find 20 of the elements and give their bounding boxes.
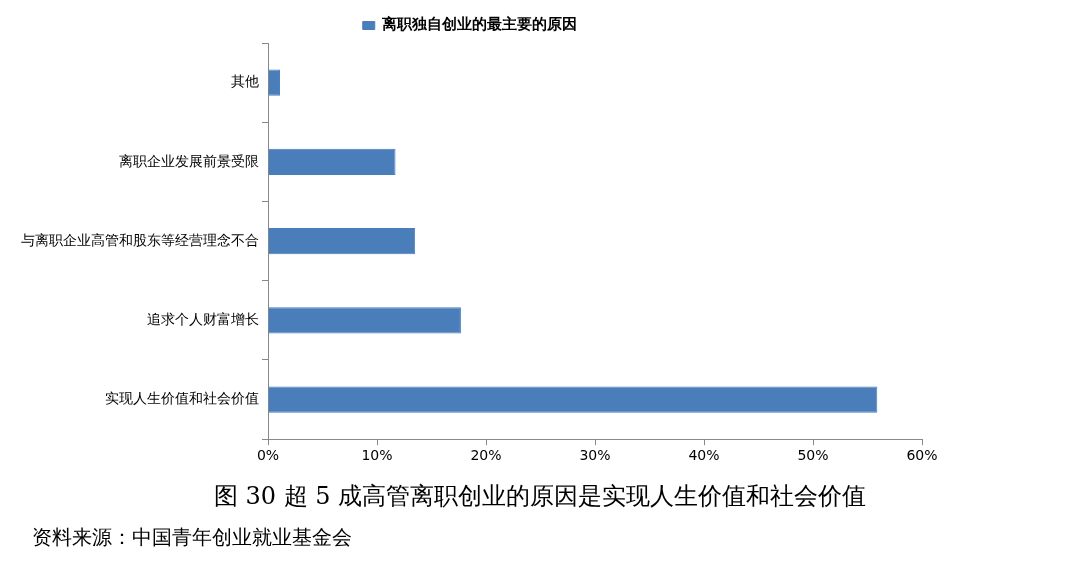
y-tick-label: 离职企业发展前景受限 bbox=[119, 152, 259, 169]
legend-label: 离职独自创业的最主要的原因 bbox=[381, 15, 578, 34]
text: 图 30 超 5 成高管离职创业的原因是实现人生价值和社会价值 bbox=[212, 481, 868, 512]
x-tick-label: 20% bbox=[470, 447, 502, 464]
text: 资料来源：中国青年创业就业基金会 bbox=[32, 524, 353, 551]
x-tick-label: 50% bbox=[797, 447, 829, 464]
x-tick-label: 0% bbox=[256, 447, 280, 464]
x-tick-label: 10% bbox=[361, 447, 393, 464]
bar bbox=[268, 69, 280, 96]
x-tick-label: 60% bbox=[906, 447, 938, 464]
y-tick-label: 追求个人财富增长 bbox=[147, 310, 259, 327]
y-tick-label: 实现人生价值和社会价值 bbox=[105, 390, 259, 407]
y-tick-label: 与离职企业高管和股东等经营理念不合 bbox=[21, 231, 259, 248]
bar bbox=[268, 307, 461, 334]
x-tick-label: 30% bbox=[579, 447, 611, 464]
bar bbox=[268, 148, 396, 175]
y-tick-label: 其他 bbox=[231, 73, 259, 90]
bar bbox=[268, 386, 878, 413]
x-tick-label: 40% bbox=[688, 447, 720, 464]
bar bbox=[268, 228, 416, 255]
